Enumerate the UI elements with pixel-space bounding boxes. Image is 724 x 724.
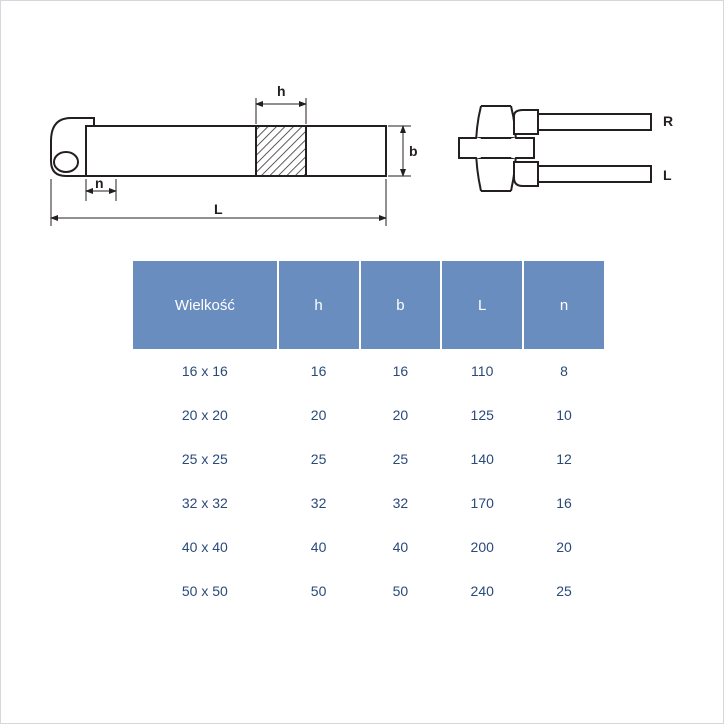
cell: 20 <box>279 393 359 437</box>
cell: 240 <box>442 569 522 613</box>
cell: 10 <box>524 393 604 437</box>
diagram-svg: h b n L <box>31 66 696 251</box>
cell: 32 <box>361 481 441 525</box>
cell: 25 <box>524 569 604 613</box>
cell: 40 <box>279 525 359 569</box>
table-row: 32 x 32 32 32 170 16 <box>133 481 604 525</box>
cell: 32 <box>279 481 359 525</box>
cell: 25 <box>361 437 441 481</box>
dimensions-table: Wielkość h b L n 16 x 16 16 16 110 8 20 … <box>131 261 606 613</box>
technical-diagram: h b n L <box>31 66 696 241</box>
cell: 40 <box>361 525 441 569</box>
label-R: R <box>663 113 673 129</box>
cell: 125 <box>442 393 522 437</box>
table-row: 16 x 16 16 16 110 8 <box>133 349 604 393</box>
right-view: R L <box>459 106 673 191</box>
label-b: b <box>409 143 418 159</box>
cell: 140 <box>442 437 522 481</box>
cell: 8 <box>524 349 604 393</box>
cell: 50 x 50 <box>133 569 277 613</box>
cell: 110 <box>442 349 522 393</box>
cell: 32 x 32 <box>133 481 277 525</box>
table-row: 50 x 50 50 50 240 25 <box>133 569 604 613</box>
label-h: h <box>277 83 286 99</box>
col-header-h: h <box>279 261 359 349</box>
cell: 20 <box>524 525 604 569</box>
table-row: 40 x 40 40 40 200 20 <box>133 525 604 569</box>
cell: 20 x 20 <box>133 393 277 437</box>
cell: 25 x 25 <box>133 437 277 481</box>
cell: 170 <box>442 481 522 525</box>
cell: 12 <box>524 437 604 481</box>
dimensions-table-wrapper: Wielkość h b L n 16 x 16 16 16 110 8 20 … <box>131 261 606 613</box>
label-L: L <box>214 201 223 217</box>
cell: 40 x 40 <box>133 525 277 569</box>
cell: 200 <box>442 525 522 569</box>
cell: 25 <box>279 437 359 481</box>
table-header-row: Wielkość h b L n <box>133 261 604 349</box>
cell: 16 <box>279 349 359 393</box>
label-Lside: L <box>663 167 672 183</box>
cell: 50 <box>361 569 441 613</box>
left-view: h b n L <box>51 83 418 226</box>
cell: 16 <box>524 481 604 525</box>
cell: 16 x 16 <box>133 349 277 393</box>
table-body: 16 x 16 16 16 110 8 20 x 20 20 20 125 10… <box>133 349 604 613</box>
cell: 20 <box>361 393 441 437</box>
table-row: 20 x 20 20 20 125 10 <box>133 393 604 437</box>
col-header-n: n <box>524 261 604 349</box>
col-header-size: Wielkość <box>133 261 277 349</box>
cell: 50 <box>279 569 359 613</box>
cell: 16 <box>361 349 441 393</box>
label-n: n <box>95 175 104 191</box>
col-header-L: L <box>442 261 522 349</box>
table-row: 25 x 25 25 25 140 12 <box>133 437 604 481</box>
col-header-b: b <box>361 261 441 349</box>
